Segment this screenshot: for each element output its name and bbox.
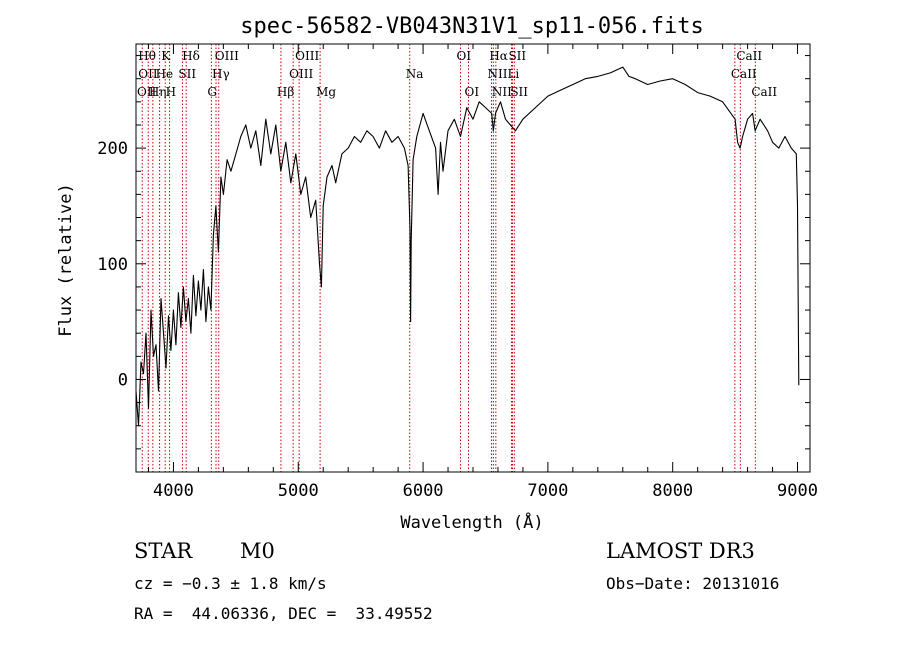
marker-label-2-2: H xyxy=(166,85,176,99)
marker-label-0-8: CaII xyxy=(736,49,762,63)
marker-lines xyxy=(141,44,756,472)
x-tick-label-0: 4000 xyxy=(153,481,194,501)
x-tick-label-5: 9000 xyxy=(777,481,818,501)
marker-label-1-4: OIII xyxy=(289,67,313,81)
redshift-text: cz = −0.3 ± 1.8 km/s xyxy=(134,574,327,593)
marker-label-0-7: SII xyxy=(508,49,526,63)
marker-label-0-3: OIII xyxy=(215,49,239,63)
marker-label-1-5: Na xyxy=(406,67,424,81)
marker-label-1-2: SII xyxy=(178,67,196,81)
x-tick-label-2: 6000 xyxy=(403,481,444,501)
marker-label-2-4: Hβ xyxy=(277,85,294,99)
marker-label-2-3: G xyxy=(207,85,217,99)
series-layer xyxy=(135,66,800,427)
marker-label-2-6: OI xyxy=(465,85,480,99)
object-class: STAR xyxy=(134,539,193,563)
marker-label-1-3: Hγ xyxy=(212,67,230,81)
y-axis-title: Flux (relative) xyxy=(56,183,76,337)
survey-name: LAMOST DR3 xyxy=(606,539,755,563)
x-tick-label-1: 5000 xyxy=(278,481,319,501)
marker-label-2-7: NII xyxy=(492,85,512,99)
axes: 4000 5000 6000 7000 8000 9000 0 100 200 xyxy=(97,43,818,501)
x-tick-label-3: 7000 xyxy=(527,481,568,501)
y-tick-label-2: 200 xyxy=(97,139,128,159)
marker-label-0-4: OIII xyxy=(295,49,319,63)
object-subclass: M0 xyxy=(240,539,275,563)
marker-label-0-1: K xyxy=(161,49,171,63)
marker-label-0-5: OI xyxy=(457,49,472,63)
y-tick-label-0: 0 xyxy=(118,370,128,390)
marker-label-0-6: Hα xyxy=(489,49,508,63)
obs-date: Obs−Date: 20131016 xyxy=(606,574,780,593)
marker-label-2-8: SII xyxy=(510,85,528,99)
series-line-flux xyxy=(135,66,800,427)
plot-frame xyxy=(135,43,811,473)
coordinates: RA = 44.06336, DEC = 33.49552 xyxy=(134,604,433,623)
marker-label-2-5: Mg xyxy=(316,85,336,99)
marker-label-0-2: Hδ xyxy=(182,49,200,63)
chart-title: spec-56582-VB043N31V1_sp11-056.fits xyxy=(240,14,704,39)
marker-label-2-0: OII xyxy=(137,85,157,99)
x-tick-label-4: 8000 xyxy=(652,481,693,501)
y-tick-label-1: 100 xyxy=(97,255,128,275)
marker-label-2-1: Hη xyxy=(149,85,167,99)
x-axis-title: Wavelength (Å) xyxy=(400,511,543,533)
marker-label-2-9: CaII xyxy=(751,85,777,99)
marker-label-1-0: OII xyxy=(138,67,158,81)
spectrum-chart: spec-56582-VB043N31V1_sp11-056.fits 4000… xyxy=(56,14,818,533)
marker-label-0-0: Hθ xyxy=(138,49,156,63)
marker-label-1-7: Li xyxy=(507,67,519,81)
marker-label-1-8: CaII xyxy=(731,67,757,81)
marker-label-1-6: NII xyxy=(487,67,507,81)
marker-label-1-1: He xyxy=(156,67,174,81)
